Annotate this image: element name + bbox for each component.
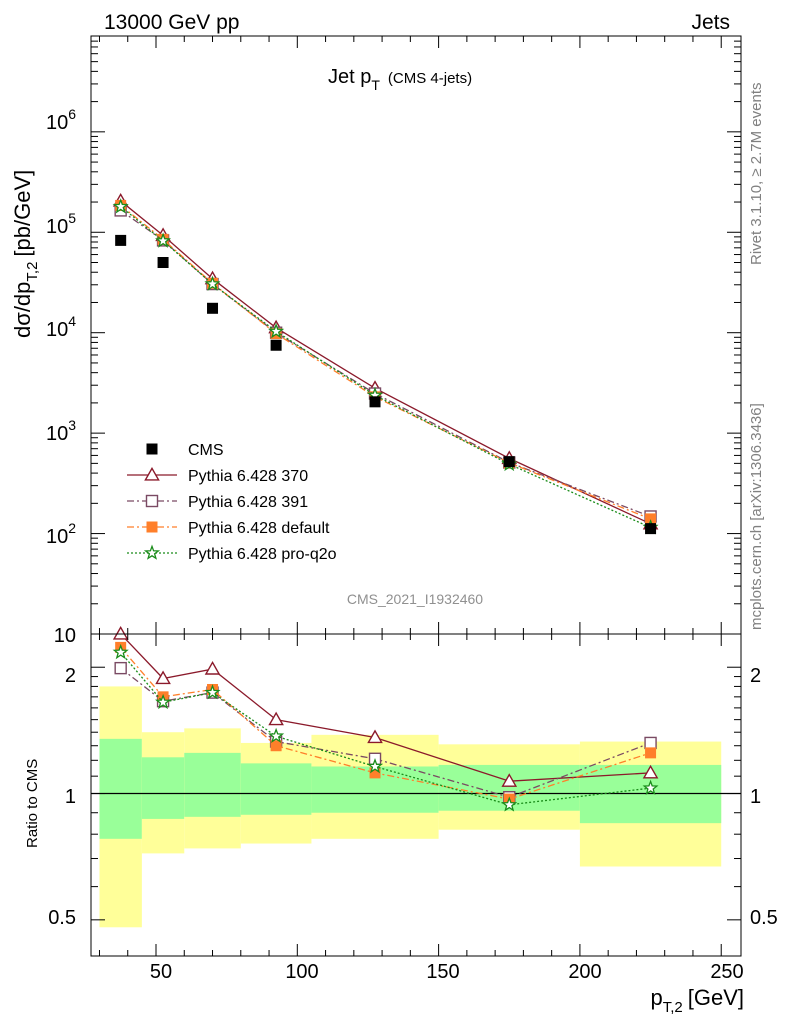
- series-3-point: [155, 232, 172, 248]
- ratio-tick-label-1-right: 1: [750, 786, 761, 808]
- x-tick-label-200: 200: [568, 961, 601, 983]
- legend: CMS Pythia 6.428 370 Pythia 6.428 391 Pythi…: [127, 442, 337, 563]
- ratio-uncertainty-bands: [91, 686, 741, 928]
- legend-marker: [146, 521, 158, 533]
- main-ylabel: dσ/dpT,2[pb/GeV]: [10, 170, 41, 338]
- data-point: [207, 302, 219, 314]
- ratio-0-point: [112, 625, 129, 640]
- legend-marker: [145, 494, 159, 508]
- main-y-tick-labels: 106 105 104 103 102 10: [46, 106, 76, 647]
- ratio-panel: Ratio to CMS 2 1 0.5 2 1 0.5: [24, 625, 778, 957]
- ratio-2-point: [369, 767, 381, 779]
- ratio-3-point: [501, 796, 518, 812]
- series-2-point: [645, 513, 657, 525]
- ratio-ylabel: Ratio to CMS: [24, 759, 41, 848]
- ratio-tick-label-2-right: 2: [750, 665, 761, 687]
- legend-marker: [146, 443, 158, 455]
- data-point: [369, 396, 381, 408]
- series-3-point: [268, 322, 285, 339]
- ratio-2-point: [645, 747, 657, 759]
- legend-label: Pythia 6.428 default: [188, 520, 330, 537]
- ratio-3-point: [204, 684, 221, 700]
- y-tick-label-1e5: 105: [46, 210, 76, 238]
- ratio-band-inner: [184, 752, 241, 817]
- ratio-0-point: [204, 661, 221, 675]
- ratio-tick-label-1-left: 1: [65, 786, 76, 808]
- ratio-tick-label-05-left: 0.5: [48, 907, 76, 929]
- ratio-3-point: [112, 643, 129, 660]
- ratio-3-point: [642, 779, 659, 796]
- ratio-band-inner: [99, 738, 142, 839]
- main-panel: Jet pT (CMS 4-jets) dσ/dpT,2[pb/GeV] 106 …: [10, 35, 742, 647]
- data-point: [157, 257, 169, 269]
- data-point: [270, 339, 282, 351]
- ratio-3-point: [268, 727, 285, 744]
- ratio-tick-label-05-right: 0.5: [750, 907, 778, 929]
- y-tick-label-1e2: 102: [46, 520, 76, 548]
- ratio-0-point: [268, 711, 284, 726]
- header-left: 13000 GeV pp: [104, 11, 239, 34]
- ratio-band-inner: [240, 763, 312, 815]
- series-3-point: [204, 275, 221, 291]
- main-axis-ticks: [91, 35, 741, 635]
- ratio-frame: [90, 633, 742, 957]
- main-plot-marks: [112, 192, 659, 535]
- legend-label: Pythia 6.428 370: [188, 468, 308, 485]
- legend-label: CMS: [188, 442, 224, 459]
- x-tick-label-100: 100: [285, 961, 318, 983]
- x-tick-label-150: 150: [426, 961, 459, 983]
- ratio-0-point: [155, 670, 171, 685]
- ratio-0-point: [501, 773, 518, 787]
- ratio-axis-ticks: [91, 634, 741, 956]
- main-title: Jet pT (CMS 4-jets): [328, 66, 472, 93]
- y-tick-label-1e1: 10: [54, 625, 76, 647]
- ratio-1-point: [644, 736, 657, 750]
- legend-marker: [143, 544, 161, 560]
- legend-label: Pythia 6.428 391: [188, 494, 308, 511]
- ratio-3-point: [366, 757, 384, 774]
- ratio-band-inner: [141, 757, 185, 819]
- x-axis-label: pT,2 [GeV]: [650, 985, 744, 1016]
- ratio-2-point: [270, 740, 282, 752]
- ratio-plot-marks: [112, 625, 659, 812]
- ratio-1-point: [114, 661, 127, 675]
- mcplots-label: mcplots.cern.ch [arXiv:1306.3436]: [748, 403, 765, 630]
- ratio-0-point: [367, 729, 383, 744]
- x-tick-label-250: 250: [710, 961, 743, 983]
- ratio-0-point: [642, 764, 659, 779]
- x-tick-label-50: 50: [150, 961, 172, 983]
- ratio-tick-label-2-left: 2: [65, 665, 76, 687]
- legend-marker: [144, 466, 160, 481]
- ratio-3-point: [155, 693, 172, 710]
- main-frame: [90, 35, 742, 635]
- header-right: Jets: [691, 11, 730, 34]
- rivet-label: Rivet 3.1.10, ≥ 2.7M events: [748, 83, 765, 266]
- series-3-point: [112, 198, 129, 214]
- legend-label: Pythia 6.428 pro-q2o: [188, 546, 337, 563]
- data-point: [503, 456, 515, 468]
- analysis-id: CMS_2021_I1932460: [347, 591, 483, 607]
- y-tick-label-1e3: 103: [46, 417, 76, 445]
- y-tick-label-1e4: 104: [46, 313, 76, 341]
- data-point: [115, 234, 127, 246]
- y-tick-label-1e6: 106: [46, 106, 76, 134]
- x-tick-labels: 50 100 150 200 250: [150, 961, 744, 983]
- data-point: [645, 523, 657, 535]
